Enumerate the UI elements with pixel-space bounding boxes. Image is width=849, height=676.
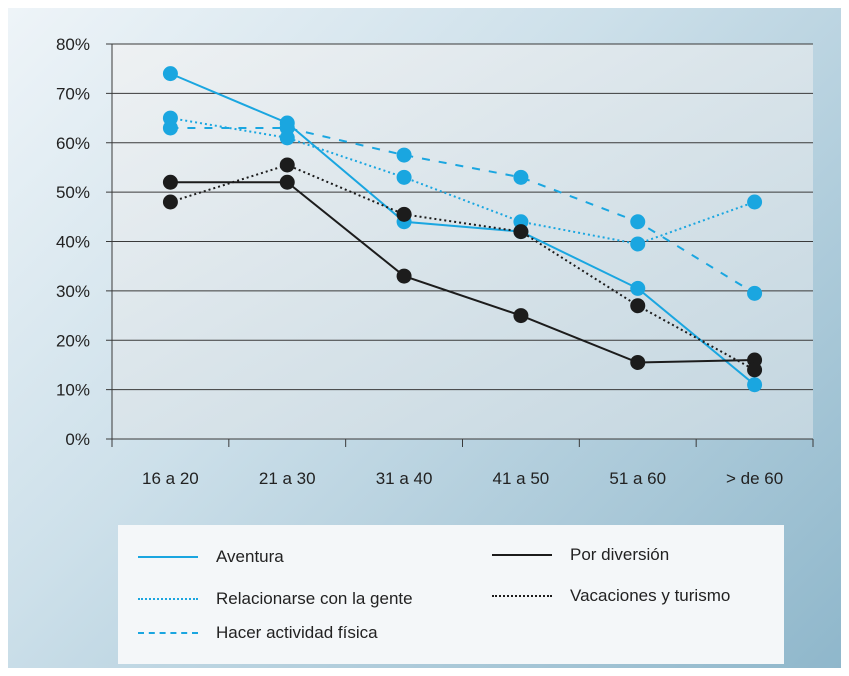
data-point xyxy=(396,169,412,185)
y-tick-label: 60% xyxy=(56,134,90,153)
series-line xyxy=(170,72,756,386)
data-point xyxy=(162,194,178,210)
y-tick-label: 0% xyxy=(65,430,90,449)
legend-label: Hacer actividad física xyxy=(216,623,378,642)
legend-label: Aventura xyxy=(216,547,284,566)
y-tick-label: 30% xyxy=(56,282,90,301)
x-tick-label: 51 a 60 xyxy=(609,469,666,488)
data-point xyxy=(162,120,178,136)
data-point xyxy=(630,214,646,230)
series-line xyxy=(170,126,756,295)
data-point xyxy=(630,354,646,370)
data-point xyxy=(747,362,763,378)
x-tick-label: 16 a 20 xyxy=(142,469,199,488)
data-point xyxy=(513,169,529,185)
y-tick-label: 10% xyxy=(56,381,90,400)
x-tick-label: 41 a 50 xyxy=(493,469,550,488)
legend-swatch-dashed-blue xyxy=(138,632,198,634)
line-chart: 0% 10% 20% 30% 40% 50% 60% 70% 80% 16 a 20 21 a 30… xyxy=(56,35,814,488)
y-tick-label: 70% xyxy=(56,84,90,103)
y-tick-label: 40% xyxy=(56,233,90,252)
data-point xyxy=(630,298,646,314)
data-point xyxy=(630,236,646,252)
legend: Aventura Relacionarse con la gente Hacer… xyxy=(118,525,784,664)
legend-swatch-solid-black xyxy=(492,554,552,556)
data-point xyxy=(279,157,295,173)
legend-item-diversion: Por diversión xyxy=(492,543,669,567)
data-point xyxy=(162,66,178,82)
x-tick-label: > de 60 xyxy=(726,469,783,488)
series-line xyxy=(170,181,755,364)
data-point xyxy=(513,224,529,240)
series-line xyxy=(170,117,755,246)
legend-label: Vacaciones y turismo xyxy=(570,586,731,605)
legend-item-vacaciones: Vacaciones y turismo xyxy=(492,584,730,608)
legend-swatch-solid-blue xyxy=(138,556,198,558)
legend-item-actividad-fisica: Hacer actividad física xyxy=(138,621,378,645)
chart-frame: 0% 10% 20% 30% 40% 50% 60% 70% 80% 16 a 20 21 a 30… xyxy=(8,8,841,668)
data-point xyxy=(396,268,412,284)
y-tick-label: 50% xyxy=(56,183,90,202)
x-tick-label: 21 a 30 xyxy=(259,469,316,488)
legend-label: Relacionarse con la gente xyxy=(216,589,413,608)
data-point xyxy=(630,280,646,296)
legend-item-relacionarse: Relacionarse con la gente xyxy=(138,587,413,611)
legend-swatch-dotted-blue xyxy=(138,598,198,600)
data-point xyxy=(513,308,529,324)
data-point xyxy=(747,285,763,301)
data-point xyxy=(279,174,295,190)
data-point xyxy=(747,377,763,393)
x-tick-label: 31 a 40 xyxy=(376,469,433,488)
y-tick-label: 20% xyxy=(56,331,90,350)
y-tick-label: 80% xyxy=(56,35,90,54)
data-point xyxy=(396,206,412,222)
legend-label: Por diversión xyxy=(570,545,670,564)
legend-swatch-dotted-black xyxy=(492,595,552,597)
legend-item-aventura: Aventura xyxy=(138,545,284,569)
data-point xyxy=(396,147,412,163)
data-point xyxy=(162,174,178,190)
data-point xyxy=(747,194,763,210)
data-point xyxy=(279,120,295,136)
